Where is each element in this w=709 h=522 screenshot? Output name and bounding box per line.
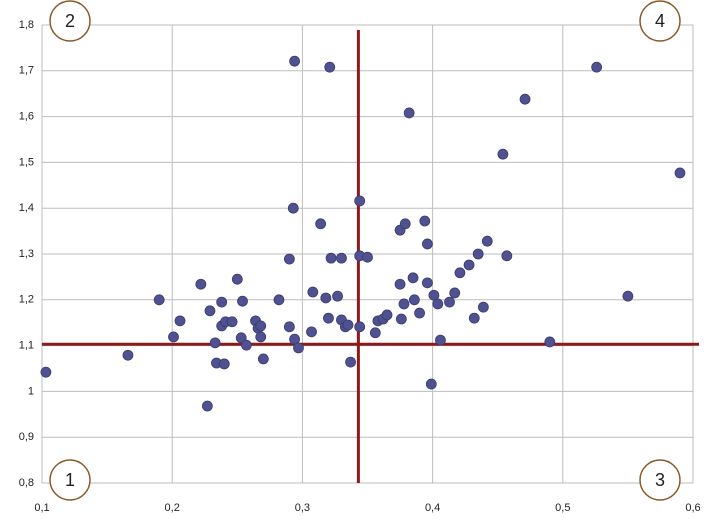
point [394,278,406,290]
x-tick-label: 0,6 [685,502,700,514]
badge [49,0,91,42]
y-tick-label: 1,7 [19,65,34,77]
badge [49,459,91,501]
point [354,321,366,333]
point [497,148,509,160]
point [204,305,216,317]
point [463,259,475,271]
point [201,400,213,412]
point [403,107,415,119]
point [468,312,480,324]
point [432,298,444,310]
point [444,296,455,308]
y-tick-label: 1 [28,385,34,397]
point [362,251,373,263]
x-tick-label: 0,4 [425,502,440,514]
point [472,248,484,260]
point [477,301,489,313]
point [381,309,393,321]
point [414,307,425,319]
point [323,312,334,324]
point [273,294,285,306]
y-tick-label: 0,8 [19,477,34,489]
y-tick-label: 1,5 [19,156,34,168]
point [398,298,410,310]
point [421,277,433,289]
point [425,378,437,390]
point [122,349,134,361]
x-tick-label: 0,5 [555,502,570,514]
point [168,331,179,343]
point [354,195,366,207]
point [231,273,243,285]
point [315,218,327,230]
point [622,290,634,302]
point [195,278,207,290]
point [674,167,686,179]
badge [639,459,681,501]
point [342,319,354,331]
quadrant-label: 4 [655,11,665,31]
point [421,238,433,250]
point [408,294,420,306]
point [435,334,446,346]
point [345,356,356,368]
point [307,286,319,298]
point [332,290,343,302]
point [449,287,461,299]
quadrant-label: 1 [65,470,75,490]
quadrant-label: 2 [65,11,75,31]
point [591,61,603,73]
point [216,296,228,308]
point [289,55,300,67]
y-tick-label: 1,4 [19,202,34,214]
point [209,337,221,349]
point [320,292,332,304]
point [419,215,431,227]
point [283,321,295,333]
point [369,327,381,339]
point [293,342,304,354]
point [153,294,165,306]
x-tick-label: 0,2 [165,502,180,514]
point [218,358,230,370]
point [40,366,52,378]
y-tick-label: 1,8 [19,19,34,31]
point [306,326,317,338]
y-tick-label: 1,6 [19,111,34,123]
point [454,267,466,279]
x-tick-label: 0,3 [295,502,310,514]
point [325,252,337,264]
quadrant-label: 3 [655,470,665,490]
point [324,61,336,73]
point [399,218,411,230]
point [255,320,267,332]
y-tick-label: 1,1 [19,340,34,352]
point [336,252,347,264]
y-tick-label: 0,9 [19,431,34,443]
point [255,331,267,343]
badge [639,0,681,42]
point [407,272,419,284]
quadrant-badges [49,0,681,501]
point [519,93,531,105]
point [237,295,248,307]
point [544,336,556,348]
point [174,315,186,327]
point [501,250,513,262]
point [287,202,299,214]
point [257,353,269,365]
point [241,339,252,351]
point [235,332,247,344]
point [226,316,238,328]
y-tick-label: 1,3 [19,248,34,260]
y-tick-label: 1,2 [19,294,34,306]
point [481,235,493,247]
point [283,253,295,265]
point [395,313,407,325]
x-tick-label: 0,1 [34,502,49,514]
